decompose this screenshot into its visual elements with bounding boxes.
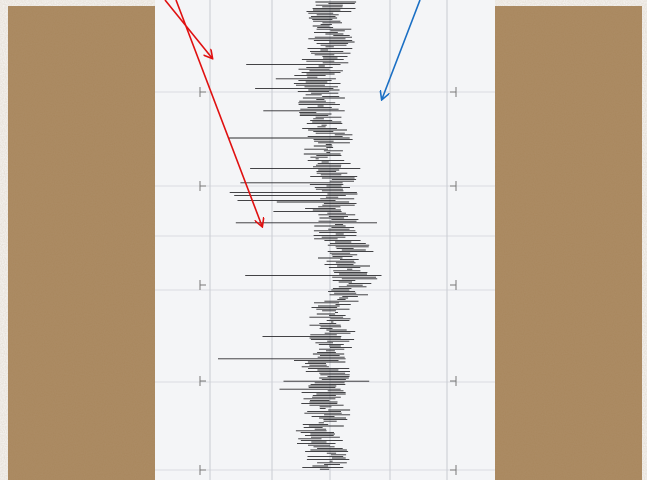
photo [0, 0, 647, 480]
page: (() => { const svg = document.getElement… [0, 0, 647, 480]
